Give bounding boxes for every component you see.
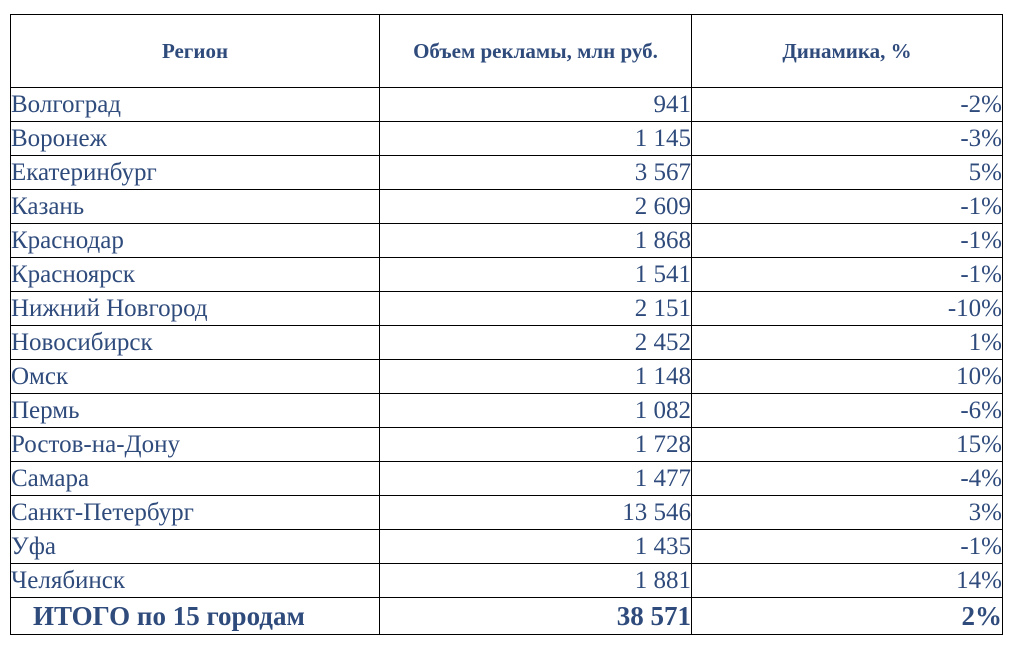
total-dynamic-cell: 2% <box>691 597 1003 635</box>
total-label-cell: ИТОГО по 15 городам <box>10 597 380 635</box>
volume-cell: 1 868 <box>379 223 692 258</box>
dynamic-cell: 14% <box>691 563 1003 598</box>
table-row: Казань 2 609 -1% <box>10 189 1003 224</box>
table-total-row: ИТОГО по 15 городам 38 571 2% <box>10 597 1003 635</box>
region-cell: Самара <box>10 461 380 496</box>
dynamic-cell: -3% <box>691 121 1003 156</box>
region-cell: Челябинск <box>10 563 380 598</box>
table-row: Уфа 1 435 -1% <box>10 529 1003 564</box>
volume-cell: 13 546 <box>379 495 692 530</box>
table-row: Екатеринбург 3 567 5% <box>10 155 1003 190</box>
table-row: Краснодар 1 868 -1% <box>10 223 1003 258</box>
dynamic-cell: -10% <box>691 291 1003 326</box>
volume-cell: 1 148 <box>379 359 692 394</box>
region-cell: Краснодар <box>10 223 380 258</box>
table-row: Пермь 1 082 -6% <box>10 393 1003 428</box>
dynamic-cell: -2% <box>691 87 1003 122</box>
dynamic-cell: -1% <box>691 257 1003 292</box>
table-row: Челябинск 1 881 14% <box>10 563 1003 598</box>
volume-cell: 2 609 <box>379 189 692 224</box>
dynamic-cell: 5% <box>691 155 1003 190</box>
dynamic-cell: 10% <box>691 359 1003 394</box>
volume-cell: 1 541 <box>379 257 692 292</box>
region-cell: Ростов-на-Дону <box>10 427 380 462</box>
volume-cell: 941 <box>379 87 692 122</box>
table-row: Воронеж 1 145 -3% <box>10 121 1003 156</box>
dynamic-cell: -6% <box>691 393 1003 428</box>
table-row: Самара 1 477 -4% <box>10 461 1003 496</box>
volume-cell: 3 567 <box>379 155 692 190</box>
dynamic-cell: -1% <box>691 189 1003 224</box>
region-cell: Уфа <box>10 529 380 564</box>
table-row: Красноярск 1 541 -1% <box>10 257 1003 292</box>
table-row: Ростов-на-Дону 1 728 15% <box>10 427 1003 462</box>
table-row: Санкт-Петербург 13 546 3% <box>10 495 1003 530</box>
dynamic-cell: -1% <box>691 529 1003 564</box>
dynamic-cell: -4% <box>691 461 1003 496</box>
region-cell: Красноярск <box>10 257 380 292</box>
dynamic-cell: 3% <box>691 495 1003 530</box>
volume-cell: 1 145 <box>379 121 692 156</box>
table-header-row: Регион Объем рекламы, млн руб. Динамика,… <box>10 14 1003 88</box>
volume-cell: 2 151 <box>379 291 692 326</box>
column-header-volume: Объем рекламы, млн руб. <box>379 14 692 88</box>
region-cell: Воронеж <box>10 121 380 156</box>
region-cell: Нижний Новгород <box>10 291 380 326</box>
dynamic-cell: 1% <box>691 325 1003 360</box>
region-cell: Омск <box>10 359 380 394</box>
region-cell: Пермь <box>10 393 380 428</box>
table-row: Нижний Новгород 2 151 -10% <box>10 291 1003 326</box>
table-row: Новосибирск 2 452 1% <box>10 325 1003 360</box>
table-row: Омск 1 148 10% <box>10 359 1003 394</box>
region-cell: Санкт-Петербург <box>10 495 380 530</box>
volume-cell: 1 082 <box>379 393 692 428</box>
region-cell: Новосибирск <box>10 325 380 360</box>
volume-cell: 2 452 <box>379 325 692 360</box>
volume-cell: 1 477 <box>379 461 692 496</box>
column-header-region: Регион <box>10 14 380 88</box>
column-header-dynamic: Динамика, % <box>691 14 1003 88</box>
dynamic-cell: 15% <box>691 427 1003 462</box>
region-cell: Казань <box>10 189 380 224</box>
dynamic-cell: -1% <box>691 223 1003 258</box>
region-cell: Волгоград <box>10 87 380 122</box>
total-volume-cell: 38 571 <box>379 597 692 635</box>
volume-cell: 1 435 <box>379 529 692 564</box>
table-row: Волгоград 941 -2% <box>10 87 1003 122</box>
volume-cell: 1 728 <box>379 427 692 462</box>
region-cell: Екатеринбург <box>10 155 380 190</box>
advertising-volume-table: Регион Объем рекламы, млн руб. Динамика,… <box>10 14 1003 635</box>
volume-cell: 1 881 <box>379 563 692 598</box>
